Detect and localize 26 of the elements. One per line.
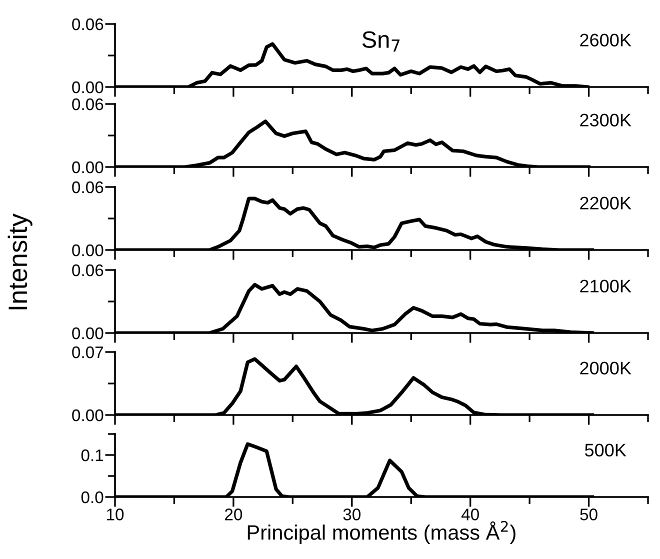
annotation: 500K (585, 444, 626, 456)
y-tick-label: 0.06 (72, 181, 104, 194)
y-tick-label: 0.06 (72, 264, 104, 276)
y-tick-label: 0.00 (72, 81, 104, 94)
y-tick-label: 0.06 (72, 18, 104, 30)
x-tick-label: 40 (461, 508, 479, 520)
y-tick-label: 0.06 (72, 98, 104, 110)
x-tick-label: 20 (225, 508, 242, 520)
x-tick-label: 30 (343, 508, 361, 520)
y-tick-label: 0.00 (72, 409, 104, 422)
x-tick-label: 10 (107, 508, 124, 520)
y-tick-label: 0.0 (81, 491, 104, 504)
annotation: 2200K (580, 196, 632, 210)
annotation: 2000K (580, 362, 632, 374)
y-tick-label: 0.00 (72, 244, 104, 256)
annotation: 2300K (580, 114, 632, 126)
y-axis-title: Intensity (8, 214, 32, 310)
x-axis-title: Principal moments (mass Å$^{2}$) (248, 520, 516, 544)
y-tick-label: 0.07 (72, 346, 104, 358)
y-tick-label: 0.1 (81, 449, 104, 462)
annotation: 2100K (580, 280, 632, 292)
chart-title: Sn$_{7}$ (362, 31, 400, 52)
y-tick-label: 0.00 (72, 161, 104, 174)
annotation: 2600K (580, 34, 632, 46)
x-tick-label: 50 (580, 508, 598, 520)
y-tick-label: 0.00 (72, 327, 104, 340)
